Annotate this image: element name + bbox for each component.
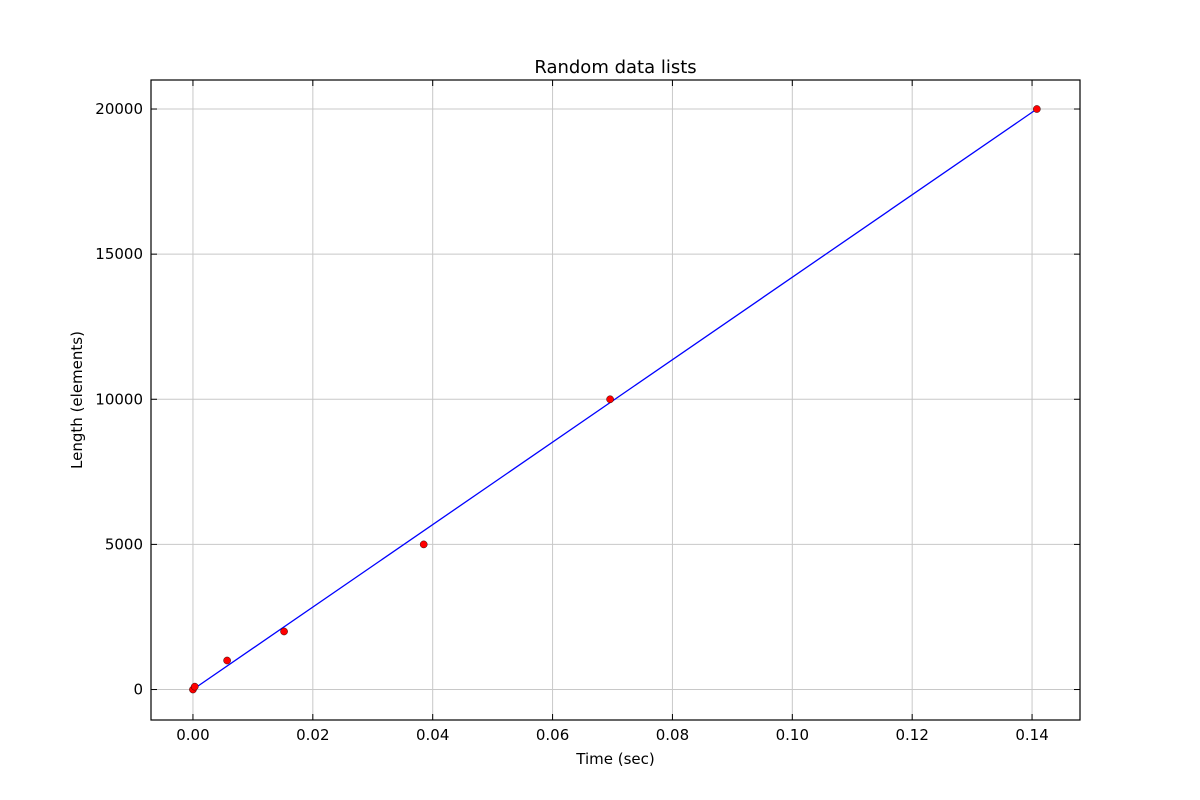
x-tick-label: 0.14: [1015, 726, 1048, 744]
x-tick-label: 0.12: [895, 726, 928, 744]
x-tick-label: 0.00: [176, 726, 209, 744]
points-layer: [189, 105, 1041, 694]
chart-title: Random data lists: [534, 57, 696, 78]
tick-layer: 0.00 0.02 0.04 0.06 0.08 0.10 0.12 0.14 0 5000 100…: [95, 80, 1080, 744]
y-axis-label: Length (elements): [68, 331, 86, 469]
y-tick-label: 10000: [95, 390, 143, 408]
fit-line: [192, 108, 1038, 691]
x-tick-label: 0.08: [656, 726, 689, 744]
y-tick-label: 5000: [105, 535, 143, 553]
y-tick-label: 20000: [95, 100, 143, 118]
y-tick-label: 0: [133, 681, 143, 699]
x-tick-label: 0.10: [776, 726, 809, 744]
data-point: [223, 656, 231, 665]
data-point: [190, 682, 199, 691]
x-axis-label: Time (sec): [575, 750, 654, 768]
x-tick-label: 0.06: [536, 726, 569, 744]
data-point: [606, 395, 614, 404]
data-point: [280, 627, 288, 636]
plot-frame: [150, 79, 1081, 721]
grid-layer: [151, 80, 1080, 720]
fit-line-layer: [192, 108, 1038, 691]
x-tick-label: 0.04: [416, 726, 449, 744]
y-tick-label: 15000: [95, 245, 143, 263]
data-point: [1033, 105, 1041, 113]
data-point: [419, 540, 428, 549]
x-tick-label: 0.02: [296, 726, 329, 744]
